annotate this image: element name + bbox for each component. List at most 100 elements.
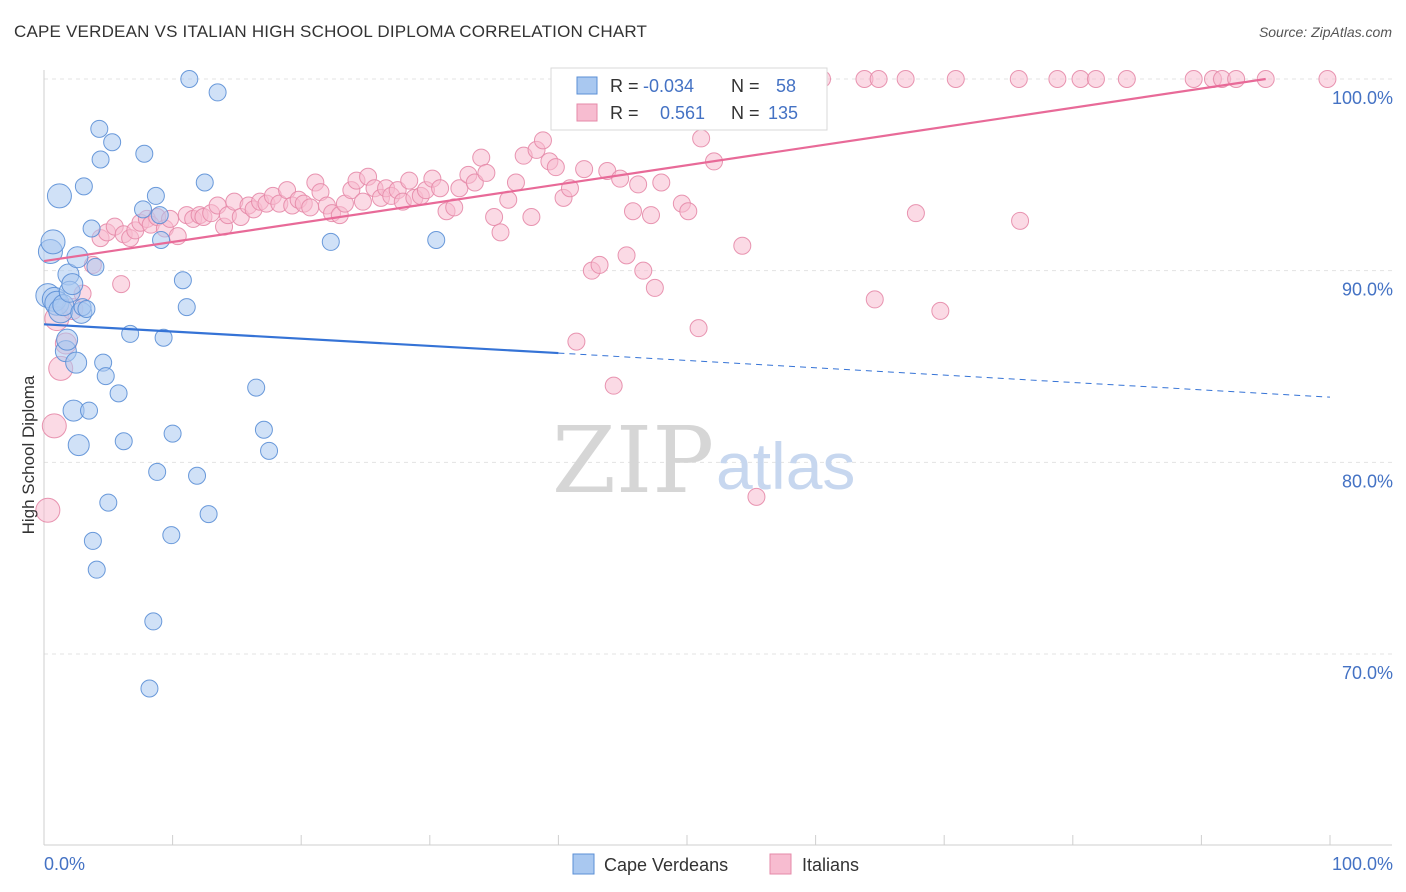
cape-verdeans-point-23 xyxy=(83,531,102,550)
italians-point-77 xyxy=(522,208,541,226)
axes xyxy=(43,70,1392,846)
italians-point-95 xyxy=(641,206,660,225)
cape-verdeans-point-29 xyxy=(96,367,115,386)
cape-verdeans-point-37 xyxy=(140,679,159,698)
watermark-atlas: atlas xyxy=(716,429,855,503)
legend-swatch-italians xyxy=(769,853,792,875)
cape-verdeans-point-47 xyxy=(177,298,196,317)
italians-point-120 xyxy=(946,70,965,88)
italians-point-92 xyxy=(623,202,642,221)
stats-n-label-italians: N = xyxy=(731,103,760,123)
trend-lines xyxy=(43,77,1331,398)
italians-point-79 xyxy=(533,131,552,150)
legend-swatch-cape-verdeans xyxy=(572,853,595,875)
cape-verdeans-point-22 xyxy=(82,219,101,238)
italians-point-103 xyxy=(692,129,711,148)
cape-verdeans-point-32 xyxy=(109,384,128,403)
italians-trend-line xyxy=(43,77,1266,263)
tick-labels: 70.0% 80.0% 90.0% 100.0% 0.0% 100.0% xyxy=(44,88,1393,874)
italians-point-107 xyxy=(747,487,766,506)
legend-label-italians: Italians xyxy=(802,855,859,875)
cape-verdeans-point-9 xyxy=(56,328,79,351)
chart-title: CAPE VERDEAN VS ITALIAN HIGH SCHOOL DIPL… xyxy=(14,22,648,41)
cape-verdeans-point-48 xyxy=(180,70,199,88)
italians-point-81 xyxy=(546,158,565,177)
italians-point-67 xyxy=(450,179,469,198)
cape-verdeans-point-25 xyxy=(87,560,106,579)
cape-verdeans-point-45 xyxy=(163,424,182,443)
italians-point-96 xyxy=(645,278,664,297)
italians-point-125 xyxy=(1086,70,1105,88)
stats-r-label-cape: R = xyxy=(610,76,639,96)
italians-point-72 xyxy=(485,208,504,226)
italians-point-121 xyxy=(1009,70,1028,88)
cape-verdeans-point-12 xyxy=(61,273,84,296)
italians-point-123 xyxy=(1048,70,1067,88)
italians-point-91 xyxy=(617,246,636,265)
cape-verdeans-point-57 xyxy=(427,231,446,249)
italians-point-64 xyxy=(431,179,450,198)
y-tick-label-90: 90.0% xyxy=(1342,280,1393,300)
italians-point-90 xyxy=(611,169,630,188)
cape-verdeans-point-14 xyxy=(65,351,88,374)
italians-point-126 xyxy=(1117,70,1136,88)
italians-point-115 xyxy=(865,290,884,309)
cape-verdeans-point-24 xyxy=(86,257,105,276)
x-tick-label-0: 0.0% xyxy=(44,854,85,874)
cape-verdeans-point-26 xyxy=(90,119,109,138)
italians-point-94 xyxy=(634,261,653,280)
cape-verdeans-point-27 xyxy=(91,150,110,169)
stats-n-label-cape: N = xyxy=(731,76,760,96)
grid-lines xyxy=(44,78,1392,655)
cape-verdeans-point-42 xyxy=(152,231,171,249)
stats-r-label-italians: R = xyxy=(610,103,639,123)
legend-label-cape-verdeans: Cape Verdeans xyxy=(604,855,728,875)
italians-point-97 xyxy=(652,173,671,192)
watermark-zip: ZIP xyxy=(552,407,714,514)
cape-verdeans-point-5 xyxy=(46,183,72,209)
cape-verdeans-point-20 xyxy=(77,300,96,318)
cape-verdeans-point-31 xyxy=(103,133,122,152)
x-tick-label-100: 100.0% xyxy=(1332,854,1393,874)
stats-legend: R = -0.034 N = 58 R = 0.561 N = 135 xyxy=(550,67,828,131)
stats-r-value-italians: 0.561 xyxy=(660,103,705,123)
y-tick-label-100: 100.0% xyxy=(1332,88,1393,108)
italians-point-84 xyxy=(567,332,586,351)
cape-verdeans-point-56 xyxy=(321,232,340,251)
stats-r-value-cape: -0.034 xyxy=(643,76,694,96)
italians-point-11 xyxy=(112,275,131,294)
cape-verdeans-point-55 xyxy=(260,441,279,460)
italians-point-101 xyxy=(679,202,698,221)
cape-verdeans-point-30 xyxy=(99,493,118,512)
y-tick-label-70: 70.0% xyxy=(1342,663,1393,683)
cape-verdeans-point-38 xyxy=(144,612,163,631)
italians-point-116 xyxy=(869,70,888,88)
stats-swatch-italians xyxy=(576,103,598,122)
italians-point-85 xyxy=(575,160,594,179)
cape-verdeans-point-41 xyxy=(150,206,169,225)
italians-point-106 xyxy=(733,236,752,255)
cape-verdeans-point-44 xyxy=(162,526,181,545)
stats-n-value-cape: 58 xyxy=(776,76,796,96)
series-legend: Cape Verdeans Italians xyxy=(572,853,859,875)
italians-point-122 xyxy=(1011,211,1030,230)
italians-point-87 xyxy=(590,255,609,274)
italians-point-70 xyxy=(472,148,491,167)
italians-point-118 xyxy=(906,204,925,223)
italians-point-1 xyxy=(41,413,67,439)
italians-point-42 xyxy=(301,198,320,217)
cape-verdeans-point-50 xyxy=(195,173,214,192)
italians-point-119 xyxy=(931,301,950,320)
cape-verdeans-point-16 xyxy=(67,434,90,457)
cape-verdeans-point-2 xyxy=(40,229,66,255)
cape-verdeans-trend-extension xyxy=(558,352,1331,398)
cape-verdeans-points xyxy=(35,70,446,698)
italians-point-127 xyxy=(1184,70,1203,88)
y-axis-title: High School Diploma xyxy=(19,375,38,534)
italians-point-51 xyxy=(353,192,372,211)
italians-point-117 xyxy=(896,70,915,88)
cape-verdeans-point-43 xyxy=(154,328,173,347)
stats-n-value-italians: 135 xyxy=(768,103,798,123)
italians-point-75 xyxy=(506,173,525,192)
cape-verdeans-point-53 xyxy=(247,378,266,397)
